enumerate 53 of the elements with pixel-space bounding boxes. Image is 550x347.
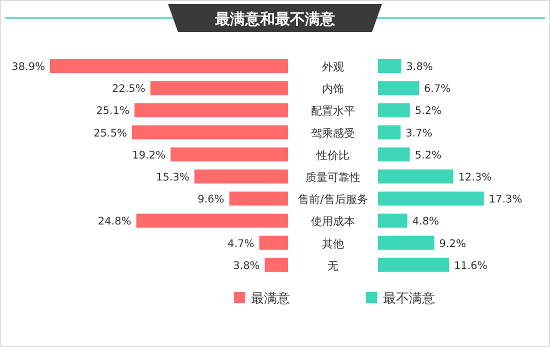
data-label: 38.9% [12,61,46,73]
data-label: 15.3% [156,172,190,184]
legend-label: 最满意 [251,292,290,306]
data-label: 4.7% [228,238,254,250]
data-label: 3.8% [406,61,433,73]
bar [132,125,288,140]
bar [378,236,434,250]
bar [378,103,410,118]
y-tick-label: 其他 [322,237,344,250]
data-label: 6.7% [424,83,451,96]
data-label: 9.2% [439,238,466,250]
y-tick-label: 内饰 [322,82,344,96]
data-label: 11.6% [454,260,488,272]
bar [378,192,484,206]
data-label: 3.8% [233,260,260,272]
data-label: 17.3% [488,194,522,206]
data-label: 25.1% [96,105,130,118]
bar [378,170,454,184]
data-label: 5.2% [414,149,442,162]
y-tick-label: 性价比 [316,148,350,162]
y-tick-label: 外观 [322,60,344,74]
y-tick-label: 驾乘感受 [311,126,355,140]
data-label: 12.3% [458,172,492,184]
data-label: 19.2% [132,149,166,162]
y-tick-label: 售前/售后服务 [298,193,368,206]
chart-title: 最满意和最不满意 [214,10,336,28]
bar [378,258,449,272]
bar [378,59,402,73]
bar [378,125,401,140]
data-label: 4.8% [412,216,440,228]
y-tick-label: 质量可靠性 [306,171,360,184]
bar [150,81,288,96]
bar [50,59,288,73]
bar [259,236,288,250]
y-tick-label: 配置水平 [311,104,355,118]
legend-label: 最不满意 [383,292,435,306]
bar [378,214,408,228]
bar [134,103,288,118]
bar [378,147,410,162]
bar [229,192,288,206]
y-tick-label: 无 [328,259,338,272]
y-tick-label: 使用成本 [311,215,355,228]
data-label: 3.7% [406,127,432,140]
data-label: 25.5% [94,127,128,140]
data-label: 22.5% [112,83,146,96]
bar [170,147,288,162]
bar [136,214,288,228]
data-label: 24.8% [98,216,132,228]
bar [378,81,419,96]
bar [194,170,288,184]
data-label: 9.6% [198,194,224,206]
data-label: 5.2% [414,105,442,118]
bar [264,258,288,272]
